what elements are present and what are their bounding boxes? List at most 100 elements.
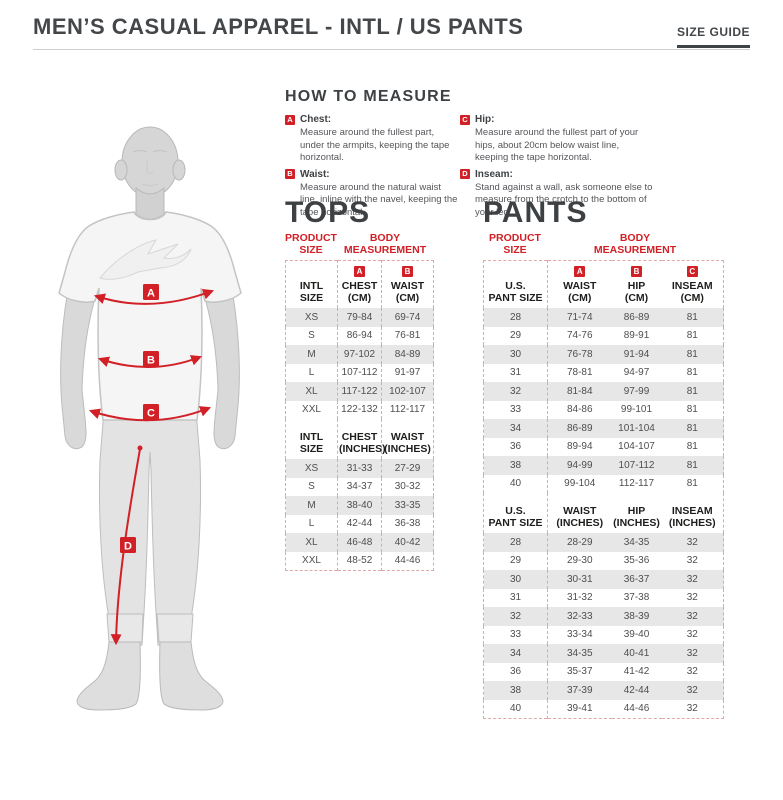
figure-marker-a: A — [143, 284, 159, 300]
table-cell: 30-31 — [547, 570, 612, 589]
column-header: B WAIST (CM) — [381, 260, 434, 309]
tops-cm-rows: XS 79-84 69-74 S 86-94 76-81 M 97-102 84-89 L 107-… — [285, 308, 434, 420]
table-cell: 28 — [509, 536, 522, 548]
table-cell: S — [308, 481, 315, 493]
table-row: 38 94-99 107-112 81 — [483, 456, 724, 475]
table-cell: 38-40 — [337, 496, 382, 515]
table-cell: 34 — [509, 647, 522, 659]
table-row: M 97-102 84-89 — [285, 345, 434, 364]
table-row: S 34-37 30-32 — [286, 477, 434, 497]
measure-badge-c: C — [460, 114, 470, 125]
table-cell: 32 — [686, 592, 698, 604]
table-row: 36 89-94 104-107 81 — [484, 437, 724, 457]
table-cell: 41-42 — [623, 666, 650, 678]
table-row: XL 117-122 102-107 — [285, 382, 434, 401]
tops-inches-header-row: INTL SIZE CHEST (INCHES) WAIST (INCHES) — [286, 419, 434, 460]
hip-measure-line — [88, 406, 212, 422]
table-cell: 42-44 — [337, 514, 382, 534]
svg-text:D: D — [124, 541, 132, 553]
chest-measure-line — [93, 288, 215, 305]
table-row: L 107-112 91-97 — [286, 363, 434, 383]
column-header: WAIST (INCHES) — [547, 493, 612, 534]
column-header: A WAIST (CM) — [547, 260, 612, 309]
table-cell: 28-29 — [547, 533, 612, 552]
table-row: M 38-40 33-35 — [285, 496, 434, 515]
table-row: XXL 122-132 112-117 — [286, 400, 434, 420]
table-row: 34 34-35 40-41 32 — [483, 644, 724, 663]
column-header: A CHEST (CM) — [337, 260, 382, 309]
table-row: 33 84-86 99-101 81 — [484, 400, 724, 420]
table-cell: 38-39 — [623, 610, 650, 622]
table-cell: 40 — [509, 478, 522, 490]
figure-head — [121, 126, 179, 198]
table-row: 36 35-37 41-42 32 — [484, 662, 724, 682]
table-cell: 31-33 — [337, 459, 382, 478]
table-cell: XXL — [302, 404, 321, 416]
table-cell: 48-52 — [337, 551, 382, 571]
measure-item-inseam: D Inseam: Stand against a wall, ask some… — [460, 169, 655, 220]
table-row: XS 79-84 69-74 — [285, 308, 434, 327]
measurement-figure: A B C D — [30, 100, 280, 720]
table-cell: 30 — [509, 348, 522, 360]
table-cell: 39-41 — [547, 699, 612, 719]
table-cell: 27-29 — [381, 459, 434, 478]
table-cell: 28 — [509, 311, 522, 323]
table-cell: 71-74 — [547, 308, 612, 327]
measure-badge-b: B — [402, 266, 413, 277]
table-row: 40 39-41 44-46 32 — [484, 699, 724, 719]
table-row: XL 46-48 40-42 — [285, 533, 434, 552]
table-cell: 76-78 — [547, 345, 612, 364]
figure-marker-b: B — [143, 351, 159, 367]
table-cell: 33-34 — [547, 625, 612, 645]
page-header: MEN’S CASUAL APPAREL - INTL / US PANTS S… — [0, 0, 783, 60]
table-cell: 99-104 — [547, 474, 612, 494]
measure-badge-b: B — [285, 169, 295, 180]
table-cell: 37-38 — [623, 592, 650, 604]
table-cell: 34-35 — [547, 644, 612, 663]
tops-inches-rows: XS 31-33 27-29 S 34-37 30-32 M 38-40 33-35 L 42-44… — [285, 459, 434, 571]
table-cell: 34-35 — [623, 536, 650, 548]
table-cell: 37-39 — [547, 681, 612, 700]
table-cell: 32 — [686, 610, 698, 622]
table-row: XS 31-33 27-29 — [285, 459, 434, 478]
man-silhouette-illustration: A B C D — [58, 126, 242, 711]
table-cell: 33 — [509, 629, 522, 641]
figure-marker-d: D — [120, 537, 136, 553]
table-cell: 112-117 — [381, 400, 434, 420]
svg-text:C: C — [147, 408, 155, 420]
pants-cm-header-row: U.S. PANT SIZE A WAIST (CM) B HIP (CM) C IN… — [484, 260, 724, 309]
table-cell: M — [307, 348, 316, 360]
table-cell: 86-89 — [547, 419, 612, 438]
table-cell: 84-86 — [547, 400, 612, 420]
table-cell: 117-122 — [337, 382, 382, 401]
table-cell: 32 — [686, 536, 698, 548]
tshirt-logo — [99, 239, 192, 280]
table-cell: 31 — [509, 367, 522, 379]
table-cell: 122-132 — [337, 400, 382, 420]
table-cell: 31 — [509, 592, 522, 604]
table-cell: 81 — [686, 348, 698, 360]
figure-boot-right — [159, 641, 224, 711]
table-cell: 32 — [686, 666, 698, 678]
table-row: 28 71-74 86-89 81 — [483, 308, 724, 327]
table-row: 34 86-89 101-104 81 — [483, 419, 724, 438]
pants-section: PANTS PRODUCT SIZE BODY MEASUREMENT U.S.… — [483, 196, 724, 720]
measure-item-waist: B Waist: Measure around the natural wais… — [285, 169, 460, 220]
table-row: 32 32-33 38-39 32 — [483, 607, 724, 626]
svg-text:A: A — [147, 288, 155, 300]
table-cell: 38 — [509, 459, 522, 471]
table-row: S 86-94 76-81 — [286, 326, 434, 346]
table-cell: L — [308, 367, 315, 379]
pants-title: PANTS — [483, 196, 588, 229]
table-cell: 81 — [686, 385, 698, 397]
figure-boot-left — [76, 641, 141, 711]
column-header: INTL SIZE — [299, 431, 324, 456]
table-cell: 32 — [686, 555, 698, 567]
measure-badge-c: C — [686, 266, 698, 277]
pants-cm-rows: 28 71-74 86-89 81 29 74-76 89-91 81 30 76-78 91-94… — [483, 308, 724, 494]
size-guide-link[interactable]: SIZE GUIDE — [676, 25, 750, 48]
column-header: INTL SIZE — [299, 280, 324, 305]
column-header: WAIST (INCHES) — [381, 419, 434, 460]
table-cell: 36 — [509, 441, 522, 453]
table-row: 32 81-84 97-99 81 — [483, 382, 724, 401]
